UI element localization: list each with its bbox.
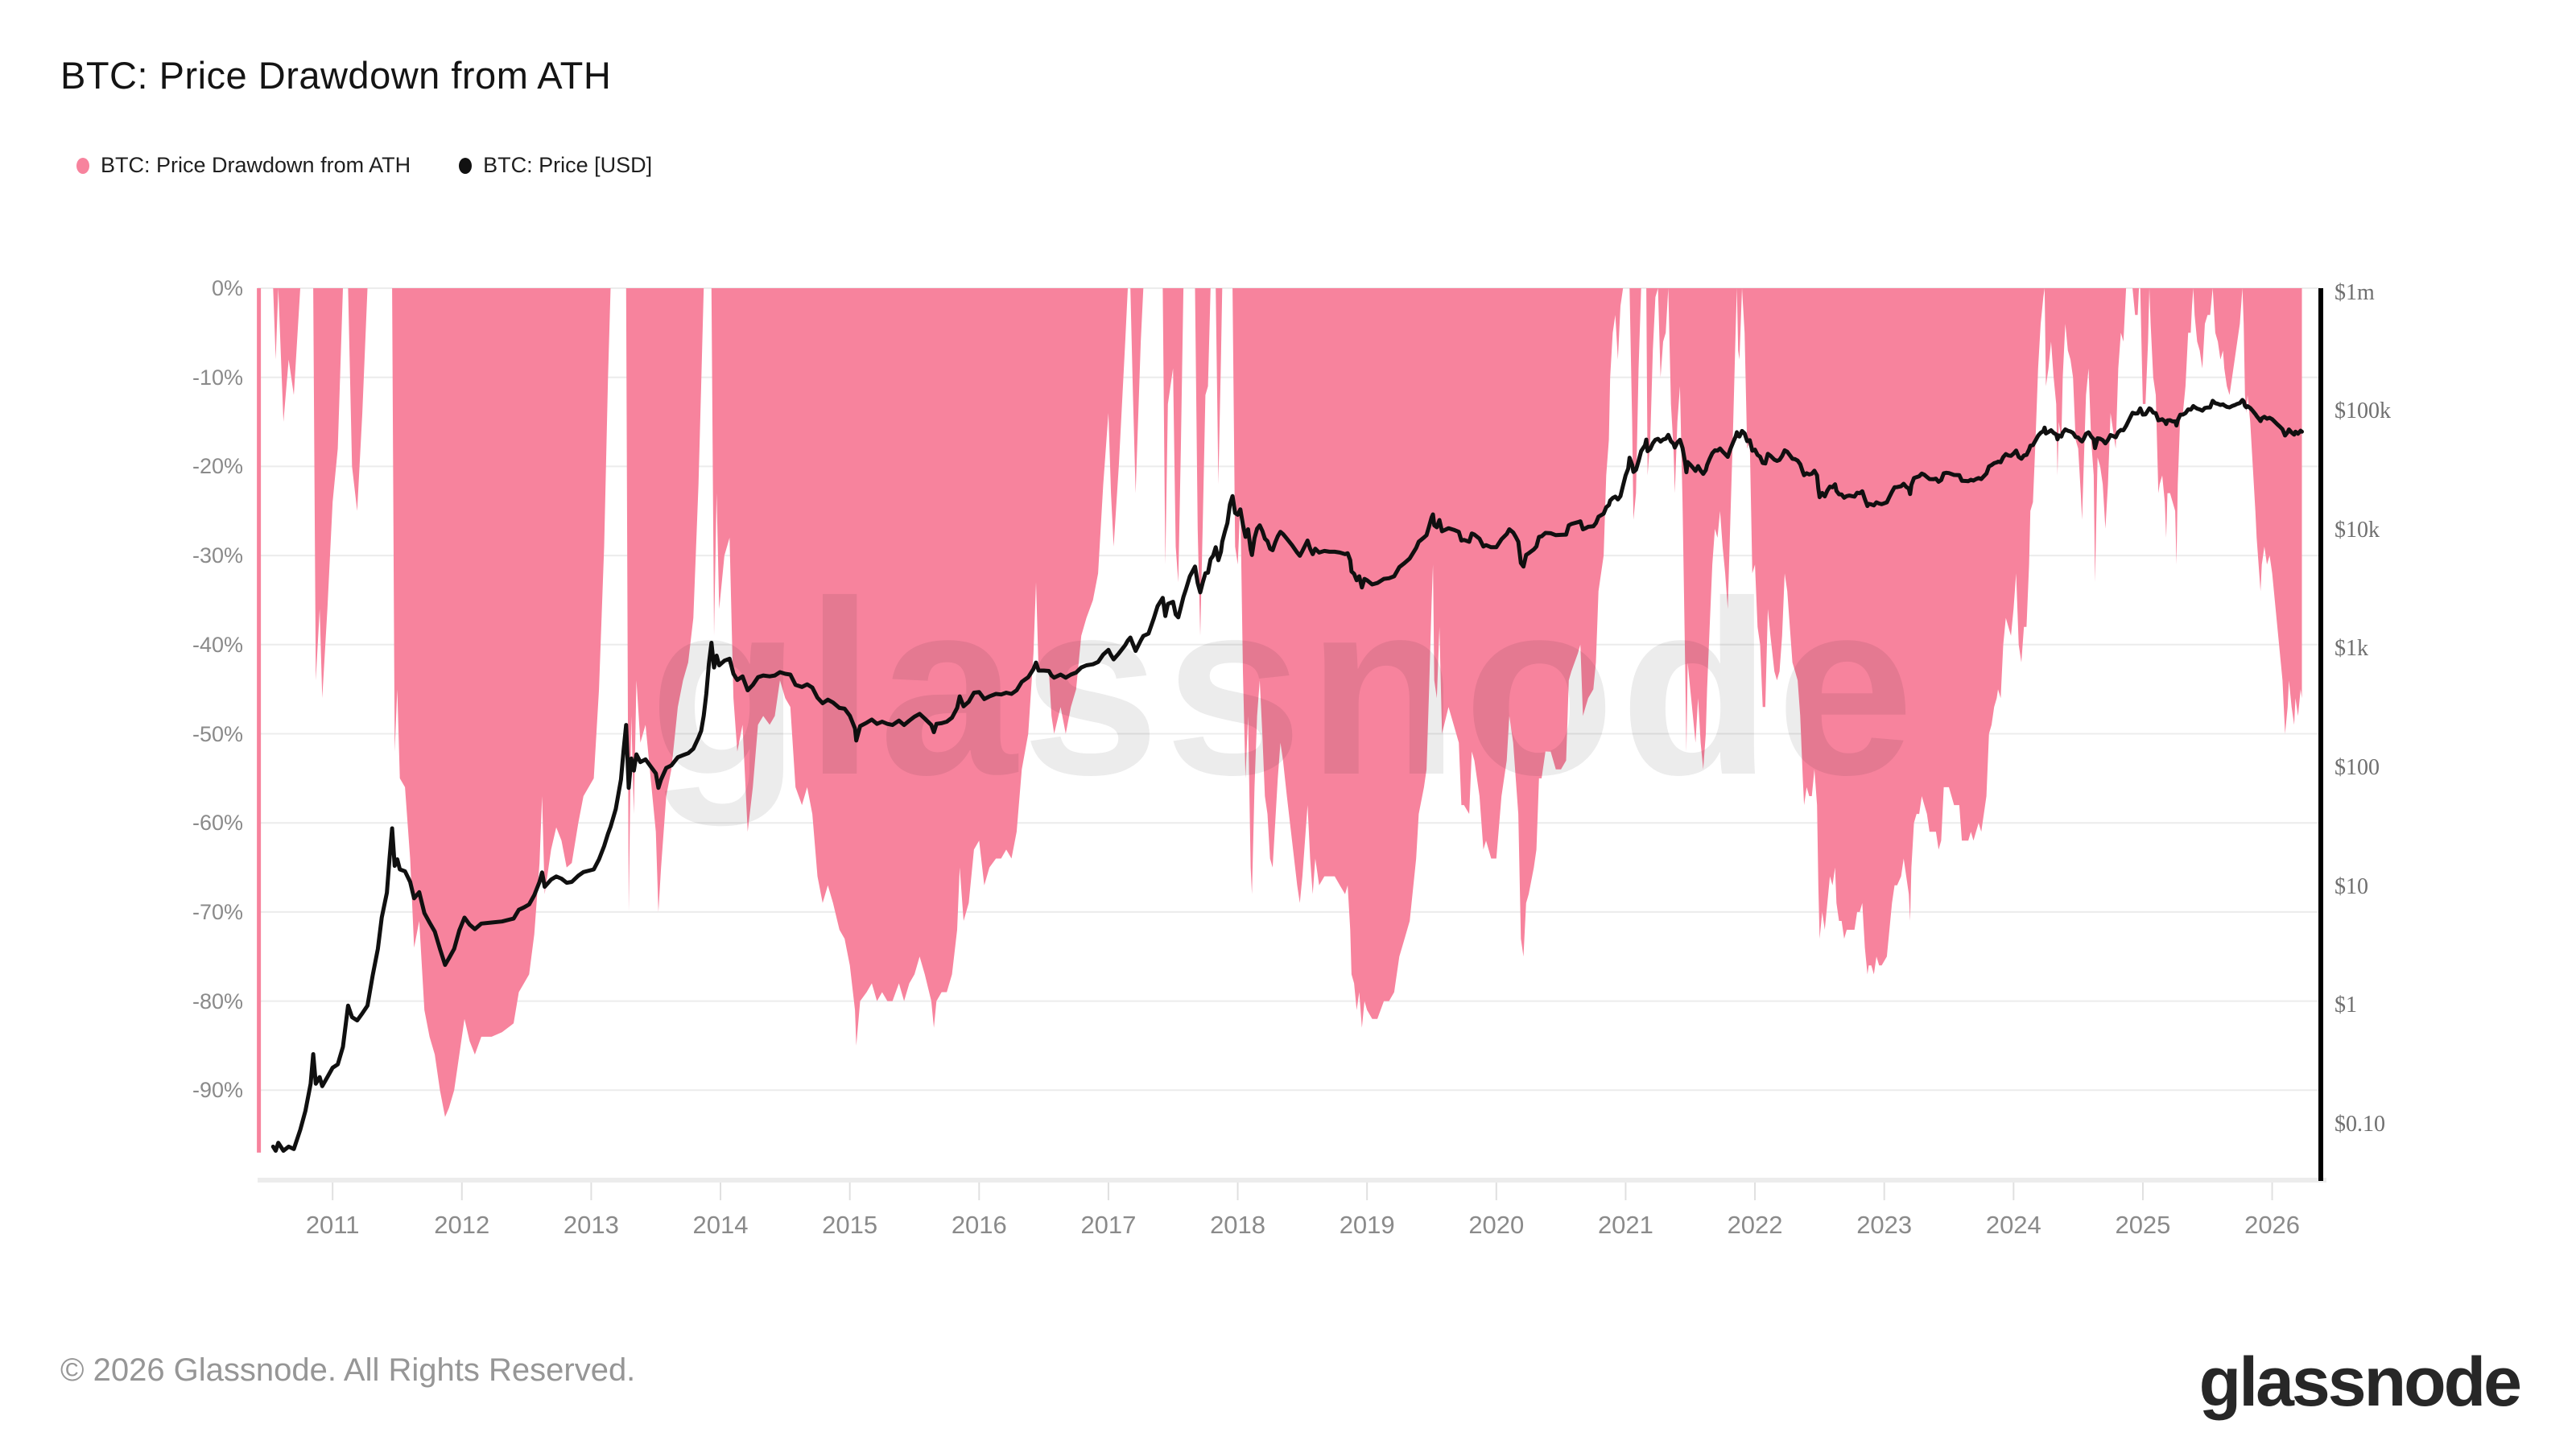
y-right-tick-label: $1k bbox=[2334, 636, 2368, 662]
y-left-tick-label: -70% bbox=[192, 899, 243, 924]
drawdown-area-series bbox=[273, 288, 2302, 1117]
x-axis-year-label: 2026 bbox=[2244, 1211, 2301, 1239]
y-left-tick-label: -90% bbox=[192, 1078, 243, 1103]
x-axis-year-label: 2023 bbox=[1856, 1211, 1913, 1239]
x-axis-year-label: 2020 bbox=[1468, 1211, 1525, 1239]
legend: BTC: Price Drawdown from ATH BTC: Price [… bbox=[76, 153, 652, 178]
x-axis-year-label: 2014 bbox=[692, 1211, 749, 1239]
x-axis-year-label: 2013 bbox=[563, 1211, 619, 1239]
y-right-tick-label: $10 bbox=[2334, 873, 2368, 899]
right-axis-line bbox=[2318, 288, 2323, 1181]
x-axis-year-label: 2017 bbox=[1080, 1211, 1137, 1239]
y-right-tick-label: $100k bbox=[2334, 398, 2391, 424]
glassnode-logo[interactable]: glassnode bbox=[2198, 1344, 2522, 1421]
y-left-tick-label: -30% bbox=[192, 543, 243, 568]
x-axis-year-label: 2016 bbox=[951, 1211, 1007, 1239]
y-right-tick-label: $1m bbox=[2334, 279, 2375, 305]
x-axis-year-label: 2012 bbox=[434, 1211, 490, 1239]
y-left-tick-label: -40% bbox=[192, 632, 243, 657]
x-axis-line bbox=[258, 1178, 2326, 1183]
legend-item-price[interactable]: BTC: Price [USD] bbox=[459, 153, 652, 178]
y-left-tick-label: -50% bbox=[192, 721, 243, 746]
initial-drawdown-bar bbox=[257, 288, 262, 1153]
y-right-tick-label: $1 bbox=[2334, 993, 2357, 1018]
page-title: BTC: Price Drawdown from ATH bbox=[60, 54, 612, 97]
x-axis-year-label: 2018 bbox=[1210, 1211, 1266, 1239]
y-right-tick-label: $0.10 bbox=[2334, 1111, 2385, 1137]
x-axis-year-label: 2022 bbox=[1727, 1211, 1783, 1239]
legend-marker-icon bbox=[76, 157, 89, 174]
y-left-tick-label: -80% bbox=[192, 989, 243, 1013]
copyright-text: © 2026 Glassnode. All Rights Reserved. bbox=[60, 1352, 636, 1388]
y-left-tick-label: -10% bbox=[192, 365, 243, 390]
y-left-tick-label: 0% bbox=[211, 276, 243, 300]
x-axis-year-label: 2019 bbox=[1339, 1211, 1395, 1239]
y-right-tick-label: $10k bbox=[2334, 517, 2380, 543]
y-left-tick-label: -60% bbox=[192, 811, 243, 836]
x-axis-year-label: 2011 bbox=[305, 1211, 360, 1239]
y-left-tick-label: -20% bbox=[192, 454, 243, 479]
x-axis-year-label: 2025 bbox=[2115, 1211, 2171, 1239]
x-axis-year-label: 2024 bbox=[1985, 1211, 2041, 1239]
y-right-tick-label: $100 bbox=[2334, 754, 2380, 780]
legend-item-drawdown[interactable]: BTC: Price Drawdown from ATH bbox=[76, 153, 411, 178]
legend-item-label: BTC: Price [USD] bbox=[483, 153, 653, 177]
price-line-series bbox=[270, 398, 2304, 1153]
x-axis-year-label: 2015 bbox=[822, 1211, 878, 1239]
legend-marker-icon bbox=[459, 157, 473, 174]
legend-item-label: BTC: Price Drawdown from ATH bbox=[101, 153, 411, 177]
x-axis-year-label: 2021 bbox=[1597, 1211, 1653, 1239]
